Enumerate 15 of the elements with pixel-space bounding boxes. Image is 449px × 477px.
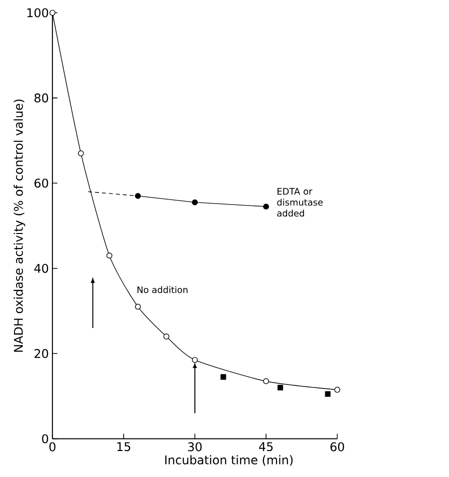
y-tick-label: 0: [42, 434, 48, 444]
y-tick-label: 40: [34, 264, 48, 273]
x-tick-label: 45: [259, 442, 273, 452]
y-tick-label: 20: [34, 349, 48, 358]
series-label: EDTA or dismutase added: [277, 188, 323, 217]
x-tick-label: 60: [330, 442, 344, 452]
x-tick-label: 30: [188, 442, 202, 452]
x-tick-label: 0: [50, 442, 56, 452]
y-tick-label: 60: [34, 178, 48, 188]
y-tick-label: 100: [28, 8, 48, 18]
x-tick-label: 15: [118, 442, 130, 452]
y-tick-label: 80: [34, 93, 48, 102]
x-axis-title: Incubation time (min): [165, 455, 293, 466]
series-label: No addition: [138, 286, 188, 294]
y-axis-title: NADH oxidase activity (% of control value): [14, 100, 26, 352]
